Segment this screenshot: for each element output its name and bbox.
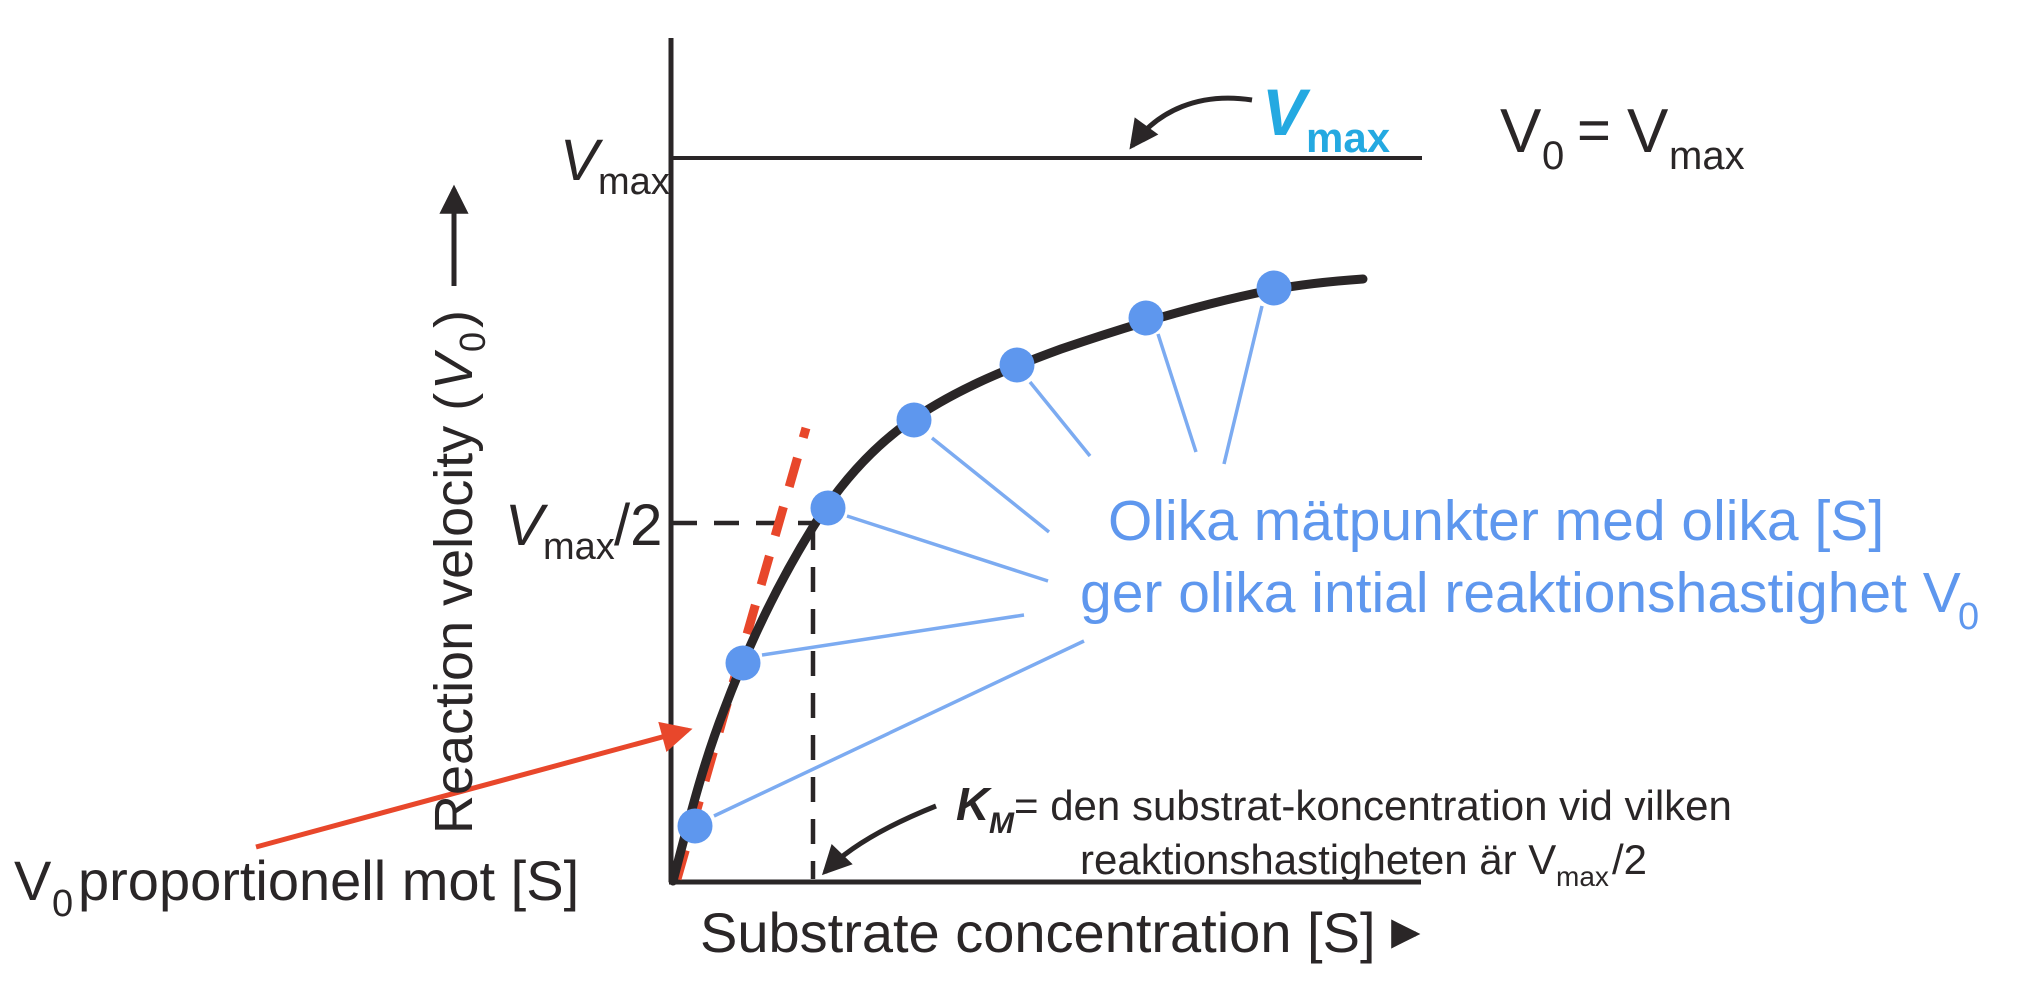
tangent-pointer-arrow [255,721,693,850]
v0-prop-v: V [14,849,52,912]
leader-line [713,639,1085,818]
v0-prop-sub: 0 [52,883,73,925]
y-axis-title-close: ) [424,310,484,328]
km-symbol: K [956,778,992,830]
km-curved-arrow [821,803,937,876]
vmax-tick-label: V max [560,128,670,203]
data-point [677,808,713,844]
vmax-callout-sub: max [1306,114,1391,161]
v0eq-v2: V [1627,97,1669,166]
data-point [896,402,932,438]
km-note-line2-suffix: /2 [1612,836,1647,883]
v0eq-v1: V [1500,97,1542,166]
leader-line [1028,380,1092,458]
measurement-points-note: Olika mätpunkter med olika [S] ger olika… [1080,489,1979,638]
tangent-dashed-line [672,426,811,881]
km-note-line2-sub: max [1556,861,1609,892]
leader-line [761,613,1025,657]
leader-line [1222,305,1264,465]
vmax-curved-arrow [1129,95,1253,150]
vmax-callout-label: V max [1262,75,1391,161]
vmax-callout-v: V [1262,75,1311,149]
blue-note-line2: ger olika intial reaktionshastighet V [1080,561,1961,625]
vmax-half-tick-label: V max /2 [505,493,662,568]
vmax-half-suffix: /2 [614,493,662,558]
km-symbol-sub: M [989,807,1015,840]
x-axis-title: Substrate concentration [S] [700,901,1421,964]
y-axis-title-text: Reaction velocity ( [424,393,484,834]
x-axis-title-text: Substrate concentration [S] [700,901,1376,964]
blue-note-line1: Olika mätpunkter med olika [S] [1108,489,1884,553]
leader-line [1156,333,1198,453]
v0eq-sub2: max [1669,134,1745,178]
km-note-line1: = den substrat-koncentration vid vilken [1014,782,1732,829]
vmax-half-v: V [505,493,549,558]
data-point [1128,300,1164,336]
v0-equals-vmax-label: V 0 = V max [1500,97,1745,178]
data-point [999,347,1035,383]
y-axis-title: Reaction velocity ( V 0 ) [424,184,493,834]
blue-note-line2-sub: 0 [1958,596,1979,638]
data-point [810,490,846,526]
km-note-line2: reaktionshastigheten är V [1080,836,1556,883]
y-axis-title-sub: 0 [452,332,493,352]
vmax-tick-sub: max [598,161,670,203]
v0-prop-text: proportionell mot [S] [78,849,579,912]
v0eq-sub1: 0 [1542,134,1564,178]
km-definition-note: K M = den substrat-koncentration vid vil… [956,778,1732,892]
data-point [1256,270,1292,306]
v0-proportional-label: V 0 proportionell mot [S] [14,849,579,925]
leader-line [846,514,1049,583]
vmax-half-sub: max [543,526,615,568]
data-points [677,270,1292,844]
data-point [725,645,761,681]
vmax-tick-v: V [560,128,604,193]
leader-line [930,436,1051,534]
y-axis-title-v: V [424,349,484,390]
v0eq-equals: = [1577,98,1611,163]
leader-lines [713,305,1264,818]
